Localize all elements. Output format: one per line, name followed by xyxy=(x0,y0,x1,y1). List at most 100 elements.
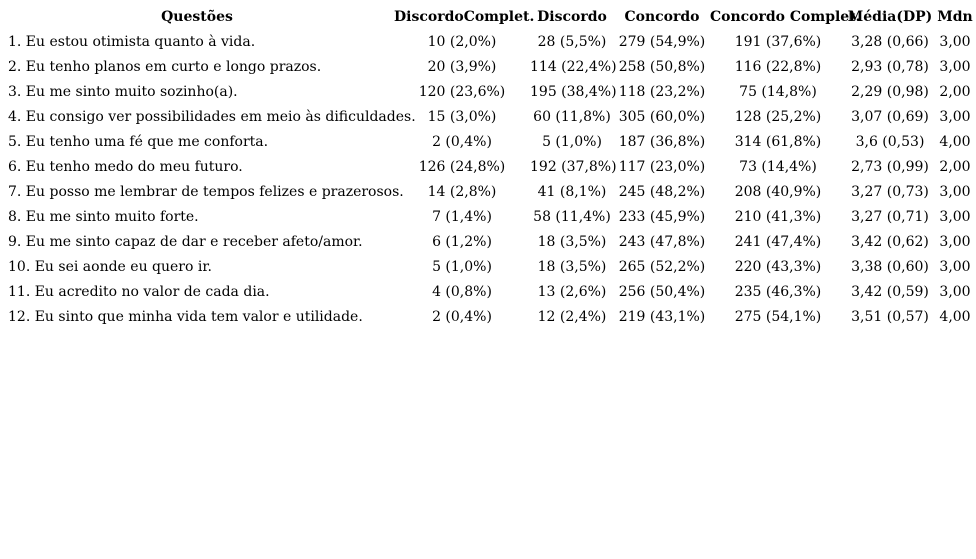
value-cell: 75 (14,8%) xyxy=(739,84,817,100)
value-cell: 18 (3,5%) xyxy=(537,234,607,250)
value-cell: 128 (25,2%) xyxy=(734,109,822,125)
value-cell: 305 (60,0%) xyxy=(618,109,706,125)
value-cell: 73 (14,4%) xyxy=(739,159,817,175)
table-row: 9. Eu me sinto capaz de dar e receber af… xyxy=(0,230,976,255)
question-cell: 10. Eu sei aonde eu quero ir. xyxy=(8,259,212,275)
value-cell: 28 (5,5%) xyxy=(537,34,607,50)
value-cell: 4,00 xyxy=(939,309,971,325)
value-cell: 3,38 (0,60) xyxy=(851,259,929,275)
value-cell: 265 (52,2%) xyxy=(618,259,706,275)
column-header-discordo: Discordo xyxy=(537,9,607,25)
table-row: 8. Eu me sinto muito forte. 7 (1,4%) 58 (1… xyxy=(0,205,976,230)
value-cell: 219 (43,1%) xyxy=(618,309,706,325)
value-cell: 3,00 xyxy=(939,234,971,250)
value-cell: 256 (50,4%) xyxy=(618,284,706,300)
question-cell: 3. Eu me sinto muito sozinho(a). xyxy=(8,84,238,100)
table-row: 3. Eu me sinto muito sozinho(a). 120 (23,… xyxy=(0,80,976,105)
value-cell: 245 (48,2%) xyxy=(618,184,706,200)
value-cell: 243 (47,8%) xyxy=(618,234,706,250)
value-cell: 2,93 (0,78) xyxy=(851,59,929,75)
value-cell: 3,27 (0,71) xyxy=(851,209,929,225)
value-cell: 2 (0,4%) xyxy=(432,134,492,150)
column-header-mediana: Mdn xyxy=(937,9,973,25)
value-cell: 10 (2,0%) xyxy=(427,34,497,50)
value-cell: 195 (38,4%) xyxy=(530,84,617,100)
value-cell: 6 (1,2%) xyxy=(432,234,492,250)
value-cell: 3,00 xyxy=(939,209,971,225)
value-cell: 187 (36,8%) xyxy=(618,134,706,150)
value-cell: 5 (1,0%) xyxy=(432,259,492,275)
value-cell: 3,27 (0,73) xyxy=(851,184,929,200)
column-header-concordo-completamente: Concordo Complet. xyxy=(710,9,861,25)
value-cell: 12 (2,4%) xyxy=(537,309,607,325)
value-cell: 117 (23,0%) xyxy=(618,159,706,175)
value-cell: 126 (24,8%) xyxy=(418,159,506,175)
value-cell: 210 (41,3%) xyxy=(734,209,822,225)
value-cell: 2,00 xyxy=(939,159,971,175)
value-cell: 279 (54,9%) xyxy=(618,34,706,50)
question-cell: 5. Eu tenho uma fé que me conforta. xyxy=(8,134,269,150)
value-cell: 3,00 xyxy=(939,184,971,200)
column-header-discordo-completamente: DiscordoComplet. xyxy=(394,9,535,25)
value-cell: 18 (3,5%) xyxy=(537,259,607,275)
question-cell: 2. Eu tenho planos em curto e longo praz… xyxy=(8,59,322,75)
value-cell: 60 (11,8%) xyxy=(533,109,611,125)
table-row: 10. Eu sei aonde eu quero ir. 5 (1,0%) 18 … xyxy=(0,255,976,280)
value-cell: 3,6 (0,53) xyxy=(855,134,925,150)
value-cell: 7 (1,4%) xyxy=(432,209,492,225)
value-cell: 3,28 (0,66) xyxy=(851,34,929,50)
value-cell: 3,00 xyxy=(939,109,971,125)
table-row: 2. Eu tenho planos em curto e longo praz… xyxy=(0,55,976,80)
table-row: 1. Eu estou otimista quanto à vida. 10 (2… xyxy=(0,30,976,55)
value-cell: 233 (45,9%) xyxy=(618,209,706,225)
question-cell: 12. Eu sinto que minha vida tem valor e … xyxy=(8,309,363,325)
value-cell: 3,51 (0,57) xyxy=(851,309,929,325)
value-cell: 2 (0,4%) xyxy=(432,309,492,325)
questionnaire-results-table: Questões DiscordoComplet. Discordo Conco… xyxy=(0,5,976,330)
value-cell: 114 (22,4%) xyxy=(530,59,617,75)
value-cell: 14 (2,8%) xyxy=(427,184,497,200)
value-cell: 120 (23,6%) xyxy=(418,84,506,100)
header-row: Questões DiscordoComplet. Discordo Conco… xyxy=(0,5,976,30)
value-cell: 4,00 xyxy=(939,134,971,150)
value-cell: 275 (54,1%) xyxy=(734,309,822,325)
value-cell: 118 (23,2%) xyxy=(618,84,706,100)
table-row: 4. Eu consigo ver possibilidades em meio… xyxy=(0,105,976,130)
value-cell: 5 (1,0%) xyxy=(542,134,602,150)
value-cell: 314 (61,8%) xyxy=(734,134,822,150)
value-cell: 4 (0,8%) xyxy=(432,284,492,300)
value-cell: 15 (3,0%) xyxy=(427,109,497,125)
document-page: Questões DiscordoComplet. Discordo Conco… xyxy=(0,5,976,559)
value-cell: 13 (2,6%) xyxy=(537,284,607,300)
value-cell: 258 (50,8%) xyxy=(618,59,706,75)
question-cell: 11. Eu acredito no valor de cada dia. xyxy=(8,284,270,300)
table-row: 11. Eu acredito no valor de cada dia. 4 (… xyxy=(0,280,976,305)
question-cell: 4. Eu consigo ver possibilidades em meio… xyxy=(8,109,416,125)
column-header-media-dp: Média(DP) xyxy=(847,9,933,25)
value-cell: 116 (22,8%) xyxy=(734,59,822,75)
value-cell: 235 (46,3%) xyxy=(734,284,822,300)
table-row: 7. Eu posso me lembrar de tempos felizes… xyxy=(0,180,976,205)
value-cell: 2,00 xyxy=(939,84,971,100)
value-cell: 3,00 xyxy=(939,259,971,275)
table-body: 1. Eu estou otimista quanto à vida. 10 (2… xyxy=(0,30,976,330)
table-row: 5. Eu tenho uma fé que me conforta. 2 (0,… xyxy=(0,130,976,155)
value-cell: 192 (37,8%) xyxy=(530,159,617,175)
value-cell: 20 (3,9%) xyxy=(427,59,497,75)
question-cell: 8. Eu me sinto muito forte. xyxy=(8,209,199,225)
value-cell: 3,07 (0,69) xyxy=(851,109,929,125)
table-row: 6. Eu tenho medo do meu futuro. 126 (24,8… xyxy=(0,155,976,180)
value-cell: 2,29 (0,98) xyxy=(851,84,929,100)
column-header-concordo: Concordo xyxy=(624,9,700,25)
value-cell: 191 (37,6%) xyxy=(734,34,822,50)
table-row: 12. Eu sinto que minha vida tem valor e … xyxy=(0,305,976,330)
value-cell: 2,73 (0,99) xyxy=(851,159,929,175)
value-cell: 3,42 (0,62) xyxy=(851,234,929,250)
value-cell: 3,00 xyxy=(939,59,971,75)
question-cell: 7. Eu posso me lembrar de tempos felizes… xyxy=(8,184,404,200)
question-cell: 6. Eu tenho medo do meu futuro. xyxy=(8,159,243,175)
value-cell: 220 (43,3%) xyxy=(734,259,822,275)
value-cell: 3,00 xyxy=(939,284,971,300)
question-cell: 1. Eu estou otimista quanto à vida. xyxy=(8,34,256,50)
table-header: Questões DiscordoComplet. Discordo Conco… xyxy=(0,5,976,30)
